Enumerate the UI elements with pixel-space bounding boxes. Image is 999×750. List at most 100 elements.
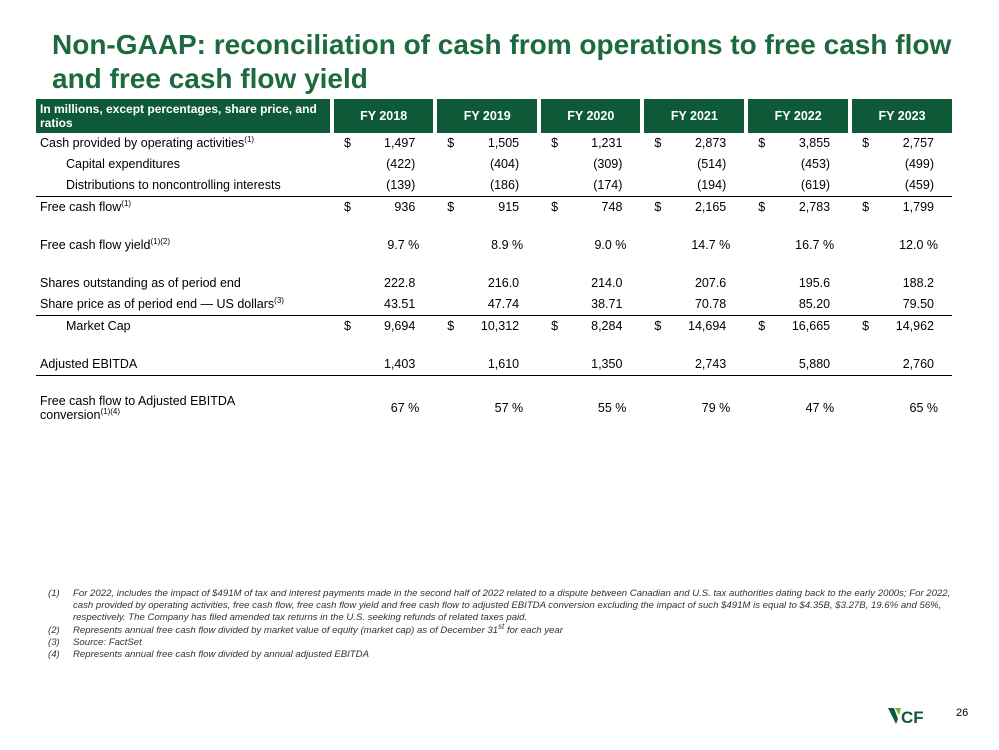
currency-symbol (330, 235, 354, 256)
cell-value: (309) (593, 157, 623, 171)
cell-value: 1,231 (591, 136, 623, 150)
currency-symbol (744, 154, 768, 175)
cell-value: 222.8 (384, 276, 416, 290)
currency-symbol: $ (433, 315, 458, 337)
cell-value: 85.20 (798, 297, 831, 311)
cell-value: 9,694 (354, 315, 434, 337)
currency-symbol (433, 154, 457, 175)
cell-value: 2,165 (664, 196, 745, 218)
row-label: Distributions to noncontrolling interest… (66, 178, 281, 192)
row-label: Share price as of period end — US dollar… (40, 295, 284, 311)
cell-value: 79 % (701, 401, 731, 415)
cell-value: 14.7 % (691, 238, 731, 252)
logo-text: CF (901, 708, 924, 727)
table-row: Share price as of period end — US dollar… (36, 294, 952, 315)
footnote-text: Represents annual free cash flow divided… (73, 649, 369, 661)
cell-value: 214.0 (591, 276, 623, 290)
currency-symbol: $ (433, 196, 458, 218)
reconciliation-table: In millions, except percentages, share p… (36, 99, 952, 423)
cell-value: 3,855 (798, 136, 831, 150)
currency-symbol: $ (640, 315, 665, 337)
footnote: (2) Represents annual free cash flow div… (48, 621, 968, 637)
cell-value: 195.6 (798, 276, 831, 290)
table-row: Shares outstanding as of period end 222.… (36, 273, 952, 294)
table-row: Free cash flow yield(1)(2) 9.7 % 8.9 % 9.0… (36, 235, 952, 256)
cell-value: (514) (697, 157, 727, 171)
currency-symbol (433, 273, 457, 294)
currency-symbol (433, 294, 457, 315)
footnote-number: (1) (48, 588, 60, 599)
cell-value: (453) (800, 157, 831, 171)
footnote: (4) Represents annual free cash flow div… (48, 649, 968, 661)
currency-symbol: $ (330, 196, 354, 218)
cell-value: 14,962 (872, 315, 952, 337)
spacer-row (36, 375, 952, 393)
cell-value: (139) (386, 178, 416, 192)
column-header-fy2021: FY 2021 (640, 99, 745, 133)
cell-value: 1,799 (872, 196, 952, 218)
page-number: 26 (956, 707, 969, 719)
row-label: Capital expenditures (66, 157, 180, 171)
table-header-row: In millions, except percentages, share p… (36, 99, 952, 133)
currency-symbol (848, 354, 872, 375)
currency-symbol (744, 294, 768, 315)
currency-symbol (433, 175, 457, 196)
currency-symbol (537, 235, 561, 256)
currency-symbol: $ (848, 315, 873, 337)
currency-symbol (537, 273, 561, 294)
cell-value: 1,497 (384, 136, 416, 150)
cell-value: 55 % (597, 401, 627, 415)
footnote-text: Represents annual free cash flow divided… (73, 621, 563, 636)
cell-value: 67 % (390, 401, 420, 415)
cell-value: 2,743 (694, 357, 727, 371)
cell-value: 9.0 % (594, 238, 627, 252)
table-header-label: In millions, except percentages, share p… (36, 99, 330, 133)
cell-value: 38.71 (591, 297, 623, 311)
currency-symbol (640, 354, 664, 375)
currency-symbol: $ (551, 136, 559, 150)
currency-symbol: $ (848, 196, 873, 218)
cell-value: 936 (354, 196, 434, 218)
currency-symbol: $ (537, 196, 562, 218)
footnote: (3) Source: FactSet (48, 637, 968, 649)
row-label: Free cash flow to Adjusted EBITDA convers… (40, 394, 236, 422)
currency-symbol (537, 393, 561, 423)
cell-value: 2,760 (902, 357, 934, 371)
cell-value: 47 % (805, 401, 835, 415)
currency-symbol (537, 294, 561, 315)
currency-symbol (330, 354, 354, 375)
row-label: Adjusted EBITDA (40, 357, 138, 371)
cell-value: (174) (593, 178, 623, 192)
cell-value: (194) (697, 178, 727, 192)
currency-symbol (433, 393, 457, 423)
spacer-row (36, 256, 952, 273)
currency-symbol (848, 154, 872, 175)
row-label: Shares outstanding as of period end (40, 276, 241, 290)
spacer-row (36, 218, 952, 235)
currency-symbol: $ (537, 315, 562, 337)
cell-value: 12.0 % (899, 238, 938, 252)
cell-value: 1,350 (591, 357, 623, 371)
currency-symbol (330, 175, 354, 196)
currency-symbol: $ (744, 315, 769, 337)
footnotes: (1) For 2022, includes the impact of $49… (48, 588, 968, 661)
currency-symbol: $ (640, 196, 665, 218)
cell-value: 16,665 (768, 315, 849, 337)
currency-symbol (640, 273, 664, 294)
cell-value: (404) (489, 157, 520, 171)
currency-symbol (330, 154, 354, 175)
cell-value: 2,757 (902, 136, 934, 150)
column-header-fy2018: FY 2018 (330, 99, 434, 133)
currency-symbol (744, 175, 768, 196)
table-row: Adjusted EBITDA 1,403 1,610 1,350 2,743 5,88… (36, 354, 952, 375)
cell-value: 1,505 (487, 136, 520, 150)
cell-value: 2,873 (694, 136, 727, 150)
cell-value: 9.7 % (387, 238, 420, 252)
currency-symbol (640, 154, 664, 175)
cell-value: 8.9 % (491, 238, 524, 252)
logo-chevron-dark (888, 708, 898, 724)
cell-value: 16.7 % (795, 238, 835, 252)
column-header-fy2020: FY 2020 (537, 99, 641, 133)
cell-value: 57 % (494, 401, 524, 415)
cell-value: (186) (489, 178, 520, 192)
